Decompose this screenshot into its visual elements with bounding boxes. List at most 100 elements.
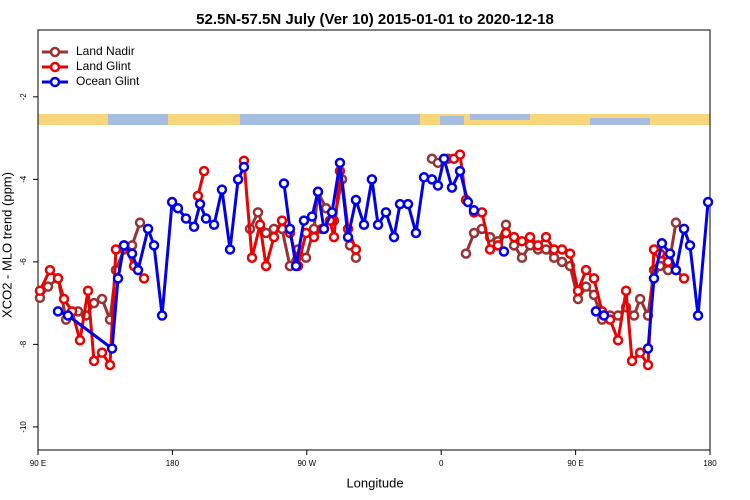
data-point <box>678 273 690 284</box>
data-point <box>224 244 236 255</box>
data-point <box>138 273 150 284</box>
data-point <box>664 248 676 259</box>
data-point <box>388 231 400 243</box>
data-point <box>670 217 682 228</box>
data-point <box>342 231 354 243</box>
data-point <box>74 335 86 346</box>
data-point <box>516 235 528 247</box>
data-point <box>110 244 122 255</box>
data-point <box>366 174 378 185</box>
legend-label: Land Glint <box>76 59 131 73</box>
data-point <box>192 190 204 202</box>
data-point <box>426 174 438 185</box>
x-tick-label: 180 <box>703 459 717 468</box>
series-line <box>57 166 246 352</box>
x-tick-label: 90 E <box>30 459 46 468</box>
series-line <box>242 160 358 267</box>
data-point <box>290 260 302 272</box>
data-point <box>96 347 108 358</box>
ocean-band <box>440 116 464 125</box>
data-point <box>142 223 154 235</box>
data-point <box>232 174 244 185</box>
data-point <box>656 238 668 249</box>
data-point <box>334 157 346 169</box>
data-point <box>148 240 160 251</box>
data-point <box>454 165 466 177</box>
data-point <box>410 227 422 239</box>
data-point <box>276 215 288 226</box>
x-tick-label: 180 <box>166 459 180 468</box>
data-point <box>556 256 568 268</box>
data-point <box>350 252 362 263</box>
data-point <box>358 219 370 230</box>
data-point <box>454 149 466 160</box>
data-point <box>438 153 450 164</box>
data-point <box>498 246 510 257</box>
data-point <box>268 231 280 243</box>
data-point <box>402 198 414 210</box>
data-point <box>308 223 320 235</box>
data-point <box>572 293 584 305</box>
x-tick-label: 90 W <box>297 459 316 468</box>
data-point <box>260 227 272 239</box>
data-point <box>52 306 64 317</box>
data-point <box>564 248 576 259</box>
data-point <box>626 355 638 367</box>
data-point <box>208 219 220 230</box>
data-point <box>198 165 210 177</box>
data-point <box>134 217 146 228</box>
legend-marker <box>49 46 61 58</box>
plot-frame <box>37 29 711 451</box>
data-point <box>216 184 228 195</box>
data-point <box>126 248 138 259</box>
data-point <box>62 310 74 321</box>
data-point <box>42 281 54 292</box>
data-point <box>634 347 646 358</box>
data-point <box>548 252 560 263</box>
data-point <box>628 310 640 321</box>
data-point <box>508 240 520 251</box>
data-point <box>254 219 266 230</box>
data-point <box>308 231 320 243</box>
data-point <box>172 202 184 214</box>
data-point <box>524 231 536 243</box>
data-point <box>44 264 56 276</box>
data-point <box>166 196 178 208</box>
x-tick-label: 0 <box>439 459 444 468</box>
data-point <box>284 223 296 235</box>
data-point <box>572 285 584 296</box>
data-point <box>590 306 602 317</box>
data-point <box>648 273 660 284</box>
data-point <box>96 293 108 305</box>
data-point <box>126 240 138 251</box>
data-point <box>394 198 406 210</box>
data-point <box>580 264 592 276</box>
data-point <box>58 293 70 305</box>
data-point <box>588 273 600 284</box>
data-point <box>34 285 46 296</box>
data-point <box>642 359 654 371</box>
data-point <box>156 310 168 321</box>
data-point <box>350 194 362 206</box>
data-point <box>460 248 472 259</box>
data-point <box>468 227 480 239</box>
y-tick-label: -8 <box>19 340 28 348</box>
data-point <box>692 310 704 321</box>
data-point <box>468 205 480 216</box>
data-point <box>252 207 264 218</box>
y-tick-label: -2 <box>19 93 28 101</box>
data-point <box>326 207 338 218</box>
data-point <box>670 264 682 276</box>
data-point <box>238 161 250 173</box>
chart-title: 52.5N-57.5N July (Ver 10) 2015-01-01 to … <box>196 11 554 28</box>
data-point <box>104 359 116 371</box>
data-point <box>500 219 512 230</box>
ocean-band <box>590 118 650 125</box>
y-tick-label: -10 <box>19 421 28 433</box>
data-point <box>500 227 512 239</box>
data-point <box>446 182 458 193</box>
data-point <box>598 310 610 321</box>
data-point <box>300 252 312 263</box>
data-point <box>246 252 258 263</box>
data-point <box>328 231 340 243</box>
